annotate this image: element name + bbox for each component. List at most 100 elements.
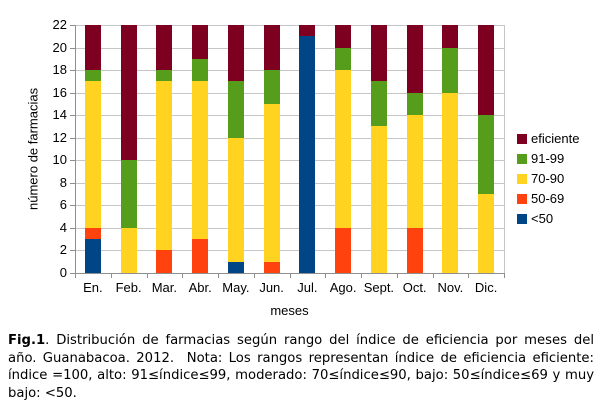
x-category-label: Nov. <box>437 280 464 295</box>
bar-segment-91-99 <box>406 92 423 116</box>
bar-segment-eficiente <box>120 25 137 161</box>
x-tick <box>110 274 112 278</box>
y-tick <box>70 227 75 229</box>
x-category-label: Ago. <box>329 280 357 295</box>
gridline <box>76 205 504 207</box>
y-tick <box>70 205 75 207</box>
bar-segment-<50 <box>299 36 316 273</box>
bar-segment-eficiente <box>370 25 387 82</box>
y-tick-label: 2 <box>59 242 67 258</box>
y-tick <box>70 25 75 26</box>
y-tick <box>70 250 75 252</box>
y-tick <box>70 92 75 94</box>
legend-label: eficiente <box>531 131 580 146</box>
caption-text: . Distribución de farmacias según rango … <box>8 333 594 401</box>
legend-item-eficiente: eficiente <box>517 129 579 149</box>
y-tick <box>70 115 75 117</box>
bar-segment-50-69 <box>263 261 280 273</box>
y-tick <box>70 47 75 49</box>
gridline <box>76 115 504 117</box>
y-tick <box>70 137 75 139</box>
x-tick <box>325 274 327 278</box>
x-category-label: Jun. <box>259 280 284 295</box>
bar-segment-91-99 <box>370 81 387 127</box>
y-tick <box>70 182 75 184</box>
bar-segment-91-99 <box>263 70 280 104</box>
x-tick <box>146 274 148 278</box>
gridline <box>76 160 504 162</box>
bar-segment-70-90 <box>263 103 280 262</box>
bar-segment-eficiente <box>406 25 423 93</box>
bar-segment-eficiente <box>227 25 244 82</box>
bar-segment-70-90 <box>120 227 137 273</box>
legend-item-70-90: 70-90 <box>517 169 579 189</box>
gridline <box>76 92 504 94</box>
x-tick <box>218 274 219 278</box>
stacked-bar-chart: número de farmacias meses eficiente 91-99… <box>26 18 580 319</box>
y-tick-label: 10 <box>52 152 67 168</box>
legend-swatch-icon <box>517 154 527 164</box>
bar-segment-91-99 <box>335 47 352 71</box>
x-tick <box>182 274 184 278</box>
y-tick <box>70 70 75 72</box>
gridline <box>76 182 504 184</box>
bar-segment-91-99 <box>442 47 459 93</box>
bar-segment-70-90 <box>156 81 173 251</box>
x-axis-line <box>75 273 505 274</box>
gridline <box>76 70 504 72</box>
x-category-label: Abr. <box>188 280 212 295</box>
bar-segment-eficiente <box>478 25 495 116</box>
legend-swatch-icon <box>517 194 527 204</box>
y-axis-line <box>75 25 76 274</box>
chart-legend: eficiente 91-99 70-90 50-69 <50 <box>517 129 579 229</box>
x-category-label: En. <box>83 280 103 295</box>
x-tick <box>361 274 362 278</box>
legend-item-91-99: 91-99 <box>517 149 579 169</box>
y-tick-label: 20 <box>52 39 67 55</box>
bar-segment-70-90 <box>335 70 352 228</box>
bar-segment-91-99 <box>227 81 244 138</box>
y-tick-label: 14 <box>52 107 67 123</box>
y-tick-label: 0 <box>59 265 67 280</box>
y-tick <box>70 160 75 162</box>
bar-segment-eficiente <box>156 25 173 71</box>
bar-segment-70-90 <box>84 81 101 228</box>
bar-segment-70-90 <box>406 115 423 228</box>
x-category-label: Mar. <box>151 280 178 295</box>
bar-segment-70-90 <box>370 126 387 273</box>
x-category-label: Sept. <box>363 280 395 295</box>
bar-segment-eficiente <box>263 25 280 71</box>
x-tick <box>504 274 505 278</box>
bar-segment-91-99 <box>120 160 137 228</box>
y-tick <box>70 273 75 274</box>
bar-segment-50-69 <box>156 250 173 273</box>
y-tick-label: 4 <box>59 219 67 235</box>
bar-segment-<50 <box>84 239 101 273</box>
figure-label: Fig.1 <box>8 333 46 348</box>
legend-label: 70-90 <box>531 171 565 186</box>
legend-label: 50-69 <box>531 191 565 206</box>
x-tick <box>432 274 434 278</box>
bar-segment-70-90 <box>227 137 244 262</box>
x-tick <box>289 274 291 278</box>
legend-item-<50: <50 <box>517 209 579 229</box>
y-tick-label: 8 <box>59 174 67 190</box>
bar-segment-eficiente <box>335 25 352 48</box>
x-category-label: Jul. <box>297 280 318 295</box>
x-tick <box>468 274 470 278</box>
bar-segment-50-69 <box>192 239 209 273</box>
x-category-label: Oct. <box>402 280 427 295</box>
bar-segment-91-99 <box>478 115 495 195</box>
x-category-label: Dic. <box>474 280 498 295</box>
legend-swatch-icon <box>517 214 527 224</box>
gridline <box>76 25 504 26</box>
gridline <box>76 137 504 139</box>
y-tick-label: 18 <box>52 62 67 78</box>
bar-segment-70-90 <box>442 92 459 273</box>
bar-segment-eficiente <box>442 25 459 48</box>
x-axis-title: meses <box>270 303 309 318</box>
legend-label: <50 <box>531 211 554 226</box>
bar-segment-eficiente <box>299 25 316 37</box>
y-tick-label: 6 <box>59 197 67 213</box>
